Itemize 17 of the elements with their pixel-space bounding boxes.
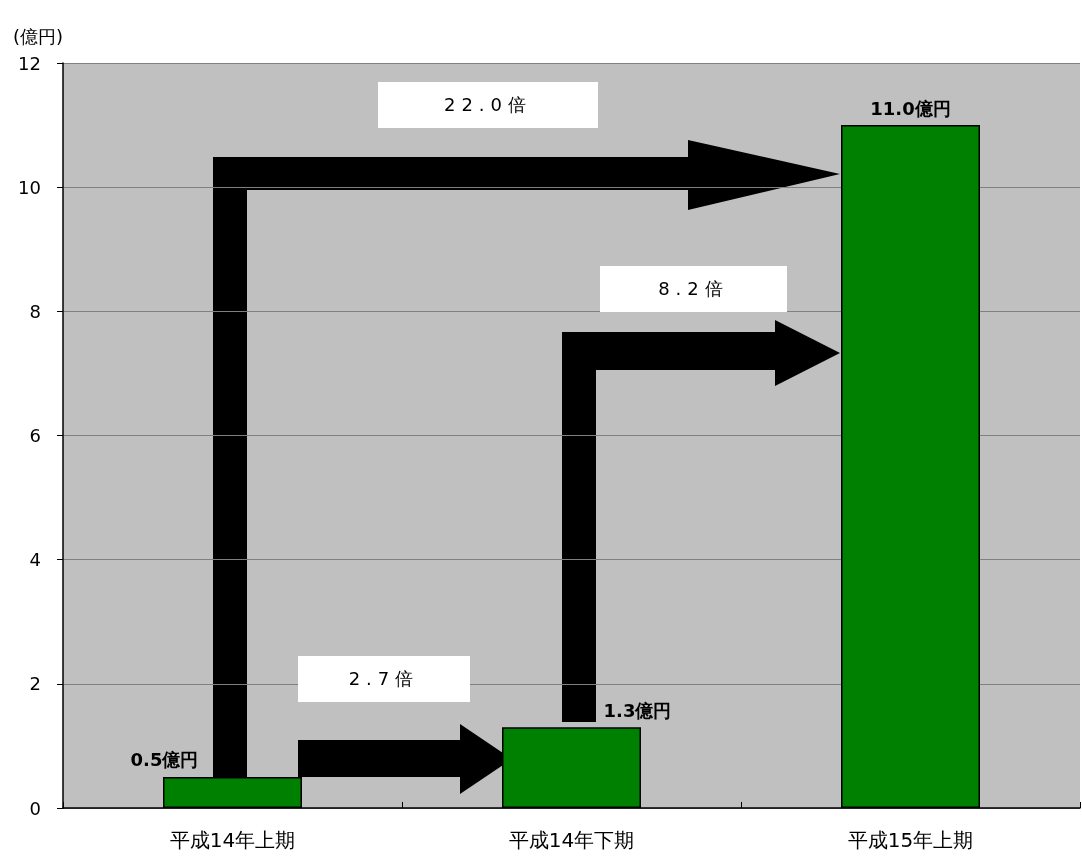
x-tick-label: 平成15年上期 <box>847 828 974 852</box>
data-label: 1.3億円 <box>603 699 672 721</box>
y-tick-label: 12 <box>18 52 41 74</box>
data-label: 0.5億円 <box>130 749 199 771</box>
y-tick-label: 8 <box>29 300 41 322</box>
y-tick-label: 2 <box>29 673 41 695</box>
data-label: 11.0億円 <box>870 97 951 119</box>
text-box: 22.0倍 <box>378 82 598 128</box>
y-tick-label: 4 <box>29 549 41 571</box>
y-tick-label: 6 <box>29 425 41 446</box>
y-axis-title: (億円) <box>12 25 63 47</box>
x-tick-label: 平成14年下期 <box>508 828 635 852</box>
y-tick-label: 0 <box>29 797 41 819</box>
y-tick-label: 10 <box>18 176 41 198</box>
text-box: 2.7倍 <box>298 656 470 702</box>
x-tick-label: 平成14年上期 <box>169 828 296 852</box>
text-box: 8.2倍 <box>600 266 787 312</box>
